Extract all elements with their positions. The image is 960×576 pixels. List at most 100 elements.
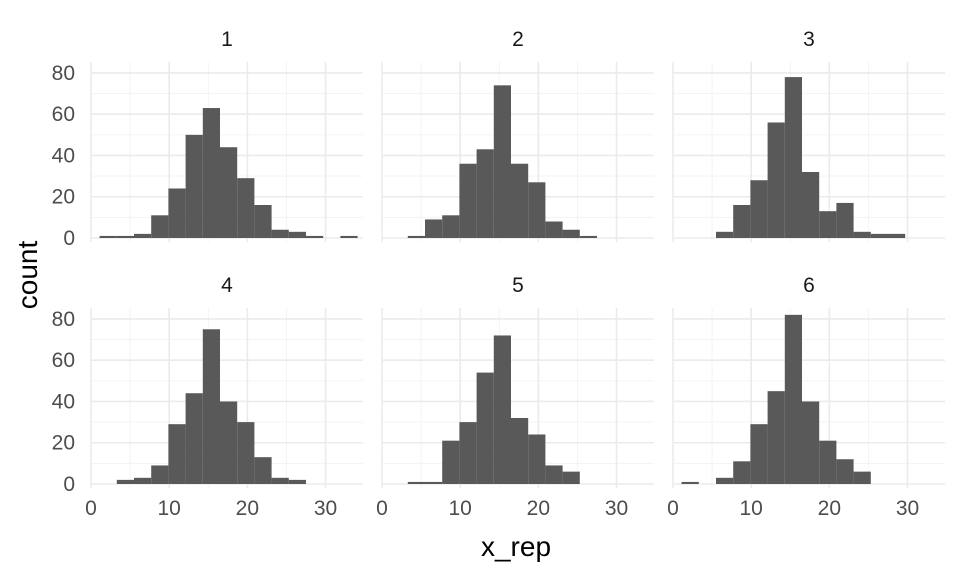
histogram-bar [528,434,546,484]
histogram-bar [442,440,460,484]
histogram-bar [476,372,494,484]
y-tick-label: 80 [52,62,75,85]
y-axis-title: count [12,241,43,310]
histogram-bar [151,215,169,238]
histogram-bar [133,477,152,484]
histogram-bar [168,424,186,484]
facet-strip-label: 4 [221,274,233,297]
x-tick-label: 20 [818,497,841,520]
histogram-bar [853,231,871,238]
histogram-bar [579,235,597,238]
histogram-bar [271,229,289,238]
histogram-bar [168,188,186,238]
histogram-bar [202,329,220,484]
facet-panel-1: 1 0 20 40 60 80 [52,28,363,250]
histogram-bar [836,202,854,238]
histogram-bar [836,459,854,484]
histogram-bar [116,235,134,238]
histogram-bar [887,233,906,238]
y-tick-label: 60 [52,103,75,126]
histogram-bar [476,149,494,238]
histogram-bar [254,204,272,238]
x-tick-label: 20 [527,497,550,520]
facet-strip-label: 5 [512,274,524,297]
x-tick-label: 10 [740,497,763,520]
histogram-bar [528,182,546,238]
histogram-bar [407,235,425,238]
facet-strip-label: 6 [803,274,815,297]
facet-strip-label: 3 [803,28,815,51]
histogram-bar [819,211,837,238]
histogram-bar [750,180,768,238]
y-tick-label: 40 [52,390,75,413]
histogram-bar [219,401,238,484]
histogram-bar [305,235,324,238]
histogram-bar [185,393,203,484]
y-tick-label: 20 [52,432,75,455]
x-tick-label: 10 [158,497,181,520]
histogram-bar [545,221,563,238]
histogram-bar [784,314,802,484]
facet-panel-3: 3 [672,28,945,242]
x-tick-label: 10 [449,497,472,520]
histogram-bar [459,163,477,238]
histogram-bar [715,477,734,484]
histogram-bar [116,479,134,484]
histogram-bar [442,215,460,238]
histogram-bar [784,77,802,238]
facet-panel-2: 2 [381,28,654,242]
histogram-bar [801,171,820,238]
histogram-bar [562,229,580,238]
facet-panel-6: 6 0 10 20 30 [667,274,945,520]
histogram-bar [271,477,289,484]
histogram-bar [733,461,751,484]
facet-panel-5: 5 0 10 20 30 [376,274,654,520]
histogram-bar [424,219,443,238]
y-tick-label: 60 [52,349,75,372]
x-tick-label: 20 [236,497,259,520]
facet-strip-label: 2 [512,28,524,51]
histogram-bar [801,401,820,484]
histogram-bar [288,479,306,484]
x-tick-label: 0 [85,497,97,520]
x-tick-label: 30 [605,497,628,520]
histogram-bar [681,481,699,484]
histogram-bar [562,471,580,484]
histogram-bar [750,424,768,484]
histogram-bar [340,235,358,238]
histogram-bar [715,231,734,238]
histogram-bar [733,204,751,238]
histogram-bar [185,134,203,238]
histogram-bar [459,422,477,484]
histogram-bar [133,233,152,238]
histogram-bar [237,178,255,238]
facet-strip-label: 1 [221,28,233,51]
histogram-bar [767,391,785,484]
histogram-bar [853,471,871,484]
histogram-bar [407,481,425,484]
histogram-bar [288,231,306,238]
histogram-bar [510,163,529,238]
histogram-bar [254,457,272,484]
histogram-bar [819,440,837,484]
histogram-bar [202,108,220,238]
histogram-bar [510,417,529,484]
y-tick-label: 0 [63,473,75,496]
histogram-bar [870,233,888,238]
y-tick-label: 40 [52,144,75,167]
histogram-bar [151,465,169,484]
histogram-bar [237,422,255,484]
y-tick-label: 80 [52,308,75,331]
y-tick-label: 0 [63,227,75,250]
x-tick-label: 0 [376,497,388,520]
x-tick-label: 30 [314,497,337,520]
histogram-bar [99,235,117,238]
histogram-bar [219,147,238,238]
x-tick-label: 30 [896,497,919,520]
y-tick-label: 20 [52,186,75,209]
x-axis-title: x_rep [481,531,551,562]
histogram-bar [767,122,785,238]
histogram-bar [493,85,511,238]
